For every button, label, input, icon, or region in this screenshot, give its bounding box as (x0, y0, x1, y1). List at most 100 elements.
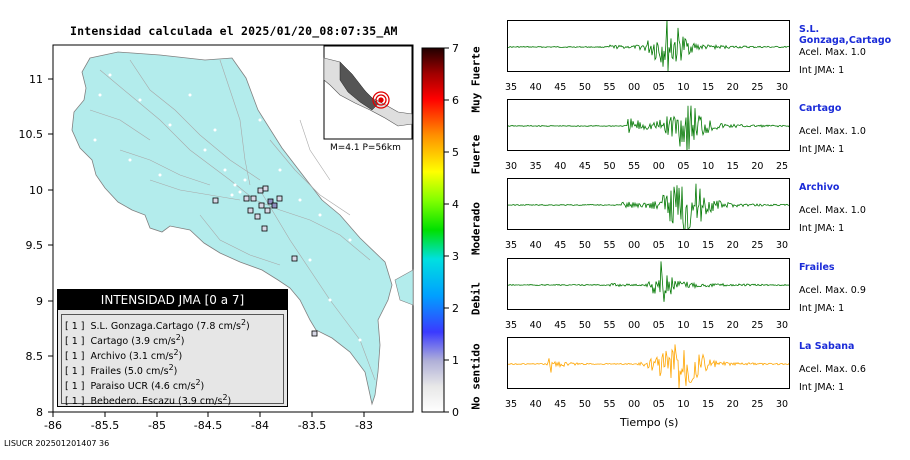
time-tick-label: 40 (529, 399, 542, 410)
time-tick-label: 30 (775, 320, 789, 331)
neighbor-land (394, 269, 414, 306)
time-tick-label: 45 (554, 82, 567, 93)
colorbar-tick-label: 1 (452, 354, 459, 367)
page-title: Intensidad calculada el 2025/01/20_08:07… (70, 24, 398, 38)
time-tick-label: 15 (702, 240, 715, 251)
time-tick-label: 05 (652, 82, 665, 93)
seismogram-svg (508, 105, 789, 150)
jma-intensity-label: Int JMA: 1 (799, 144, 845, 155)
time-tick-label: 55 (603, 399, 616, 410)
legend-row: [ 1 ] S.L. Gonzaga.Cartago (7.8 cm/s2) (65, 318, 250, 333)
jma-intensity-label: Int JMA: 1 (799, 65, 845, 76)
time-tick-label: 15 (702, 399, 715, 410)
seismogram-svg (508, 344, 789, 388)
scale-word-no-sentido: No sentido (469, 343, 483, 410)
time-tick-label: 45 (554, 399, 567, 410)
colorbar-tick-label: 3 (452, 250, 459, 263)
jma-intensity-label: Int JMA: 1 (799, 223, 845, 234)
time-tick-label: 00 (628, 320, 641, 331)
time-tick-label: 25 (751, 240, 764, 251)
x-tick-label: -83 (355, 419, 373, 432)
scale-word-debil: Debil (469, 281, 483, 316)
legend-row: [ 1 ] Cartago (3.9 cm/s2) (65, 333, 185, 348)
time-tick-label: 50 (578, 82, 591, 93)
time-tick-label: 05 (652, 240, 665, 251)
time-tick-label: 55 (603, 240, 616, 251)
x-tick-label: -85.5 (91, 419, 119, 432)
colorbar-ticks (444, 47, 449, 413)
time-tick-label: 50 (578, 399, 591, 410)
time-ticks: 35 40 45 50 55 00 05 10 15 20 25 30 (505, 82, 790, 94)
x-tick-label: -86 (44, 419, 62, 432)
time-tick-label: 35 (504, 399, 518, 410)
time-tick-label: 35 (529, 161, 542, 172)
legend-row: [ 1 ] Frailes (5.0 cm/s2) (65, 363, 178, 378)
time-axis-label: Tiempo (s) (620, 416, 679, 429)
time-tick-label: 20 (726, 240, 739, 251)
time-tick-label: 20 (726, 82, 739, 93)
colorbar-tick-label: 0 (452, 406, 459, 419)
land-polygon (71, 51, 393, 406)
time-tick-label: 05 (677, 161, 690, 172)
max-accel-label: Acel. Max. 1.0 (799, 126, 866, 137)
x-tick-label: -83.5 (298, 419, 326, 432)
time-tick-label: 20 (751, 161, 764, 172)
time-tick-label: 30 (775, 240, 789, 251)
epicenter-icon (372, 91, 390, 109)
intensity-colorbar (421, 47, 445, 413)
legend-list: [ 1 ] S.L. Gonzaga.Cartago (7.8 cm/s2) [ … (61, 314, 284, 407)
time-tick-label: 25 (751, 399, 764, 410)
seismogram-svg (508, 183, 789, 229)
time-tick-label: 55 (603, 320, 616, 331)
time-tick-label: 25 (751, 320, 764, 331)
time-tick-label: 15 (702, 82, 715, 93)
scale-word-fuerte: Fuerte (469, 134, 483, 175)
max-accel-label: Acel. Max. 0.9 (799, 285, 866, 296)
time-tick-label: 55 (603, 82, 616, 93)
intensity-stations (212, 185, 318, 337)
time-tick-label: 30 (775, 399, 789, 410)
station-name: La Sabana (799, 341, 855, 352)
scale-word-moderado: Moderado (469, 202, 483, 255)
seismogram-svg (508, 21, 789, 71)
time-tick-label: 40 (529, 82, 542, 93)
max-accel-label: Acel. Max. 1.0 (799, 47, 866, 58)
time-tick-label: 50 (603, 161, 616, 172)
intensity-legend: INTENSIDAD JMA [0 a 7] [ 1 ] S.L. Gonzaga… (57, 289, 288, 407)
colorbar-tick-label: 6 (452, 94, 459, 107)
legend-row: [ 1 ] Paraiso UCR (4.6 cm/s2) (65, 378, 205, 393)
time-tick-label: 00 (628, 399, 641, 410)
jma-intensity-label: Int JMA: 1 (799, 382, 845, 393)
legend-title: INTENSIDAD JMA [0 a 7] (58, 290, 287, 310)
seismogram-trace (507, 20, 790, 72)
inset-country (339, 61, 379, 111)
time-tick-label: 15 (702, 320, 715, 331)
x-tick-label: -84.5 (194, 419, 222, 432)
waveform-line (508, 344, 789, 388)
time-tick-label: 30 (504, 161, 518, 172)
waveform-line (508, 105, 789, 150)
time-ticks: 30 35 40 45 50 55 00 05 10 15 20 25 (504, 161, 790, 173)
time-tick-label: 45 (554, 320, 567, 331)
time-tick-label: 40 (529, 320, 542, 331)
time-tick-label: 05 (652, 320, 665, 331)
colorbar-tick-label: 7 (452, 42, 459, 55)
colorbar-tick-label: 5 (452, 146, 459, 159)
seismogram-trace (507, 258, 790, 310)
scale-word-muy-fuerte: Muy Fuerte (469, 46, 483, 113)
time-tick-label: 15 (726, 161, 739, 172)
time-tick-label: 10 (702, 161, 715, 172)
station-name: Cartago (799, 103, 842, 114)
time-tick-label: 30 (775, 82, 789, 93)
time-tick-label: 45 (578, 161, 591, 172)
time-tick-label: 00 (652, 161, 665, 172)
seismogram-trace (507, 337, 790, 389)
time-tick-label: 10 (677, 240, 690, 251)
time-tick-label: 10 (677, 82, 690, 93)
y-tick-label: 11 (29, 73, 43, 86)
max-accel-label: Acel. Max. 1.0 (799, 205, 866, 216)
time-tick-label: 20 (726, 320, 739, 331)
seismogram-trace (507, 178, 790, 230)
y-tick-label: 9 (36, 295, 43, 308)
